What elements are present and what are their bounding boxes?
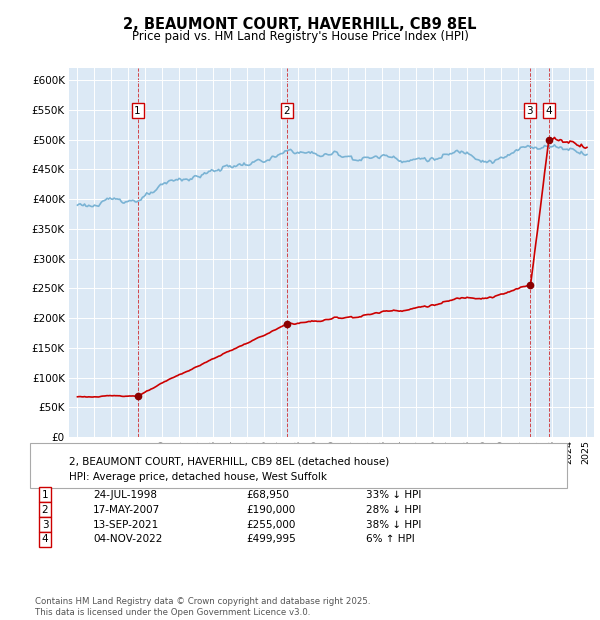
Text: 38% ↓ HPI: 38% ↓ HPI bbox=[366, 520, 421, 529]
Text: £68,950: £68,950 bbox=[246, 490, 289, 500]
Text: 3: 3 bbox=[526, 105, 533, 115]
Text: 2: 2 bbox=[284, 105, 290, 115]
Text: 2, BEAUMONT COURT, HAVERHILL, CB9 8EL (detached house): 2, BEAUMONT COURT, HAVERHILL, CB9 8EL (d… bbox=[69, 456, 389, 466]
Text: 6% ↑ HPI: 6% ↑ HPI bbox=[366, 534, 415, 544]
Text: 33% ↓ HPI: 33% ↓ HPI bbox=[366, 490, 421, 500]
Text: 1: 1 bbox=[41, 490, 49, 500]
Text: 24-JUL-1998: 24-JUL-1998 bbox=[93, 490, 157, 500]
Text: Contains HM Land Registry data © Crown copyright and database right 2025.
This d: Contains HM Land Registry data © Crown c… bbox=[35, 598, 370, 617]
Text: HPI: Average price, detached house, West Suffolk: HPI: Average price, detached house, West… bbox=[69, 472, 327, 482]
Text: £255,000: £255,000 bbox=[246, 520, 295, 529]
Text: 3: 3 bbox=[41, 520, 49, 529]
Text: 2, BEAUMONT COURT, HAVERHILL, CB9 8EL: 2, BEAUMONT COURT, HAVERHILL, CB9 8EL bbox=[123, 17, 477, 32]
Text: 1: 1 bbox=[134, 105, 141, 115]
Text: Price paid vs. HM Land Registry's House Price Index (HPI): Price paid vs. HM Land Registry's House … bbox=[131, 30, 469, 43]
Text: 2: 2 bbox=[41, 505, 49, 515]
Text: 13-SEP-2021: 13-SEP-2021 bbox=[93, 520, 159, 529]
Text: 4: 4 bbox=[545, 105, 552, 115]
Text: 28% ↓ HPI: 28% ↓ HPI bbox=[366, 505, 421, 515]
Text: £499,995: £499,995 bbox=[246, 534, 296, 544]
Text: 4: 4 bbox=[41, 534, 49, 544]
Text: £190,000: £190,000 bbox=[246, 505, 295, 515]
Text: 17-MAY-2007: 17-MAY-2007 bbox=[93, 505, 160, 515]
Text: 04-NOV-2022: 04-NOV-2022 bbox=[93, 534, 163, 544]
